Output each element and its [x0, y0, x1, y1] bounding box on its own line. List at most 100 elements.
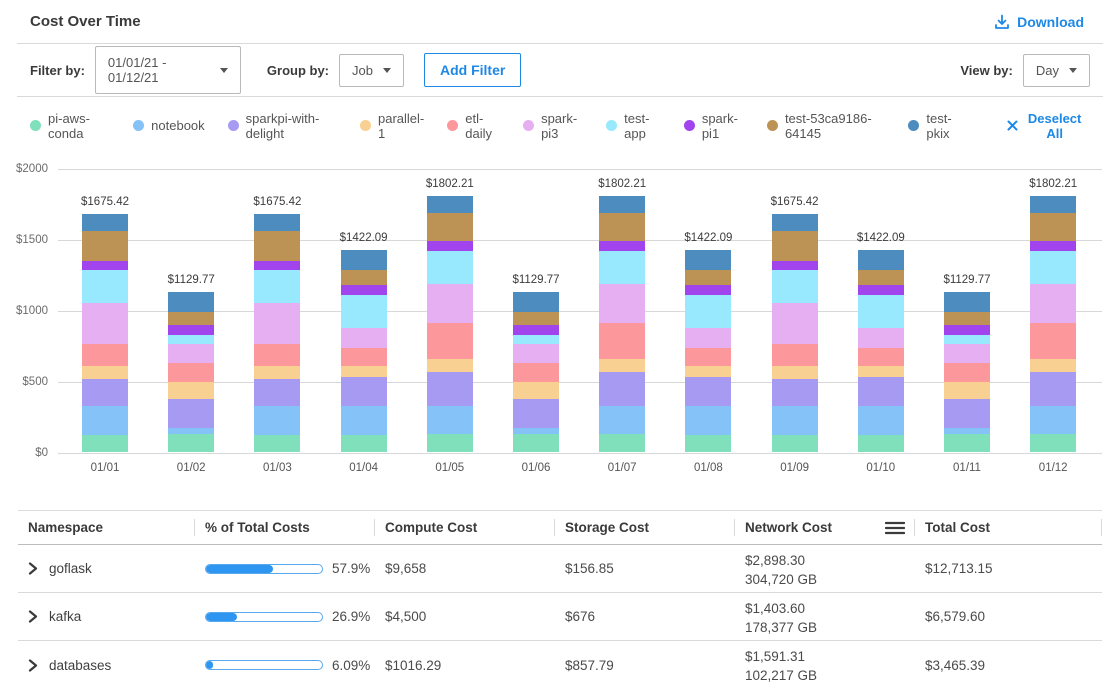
bar-segment-test-53ca9186-64145[interactable]	[426, 212, 473, 241]
bar-segment-notebook[interactable]	[857, 406, 904, 435]
view-by-dropdown[interactable]: Day	[1022, 53, 1090, 87]
bar-segment-pi-aws-conda[interactable]	[771, 434, 818, 452]
bar-segment-notebook[interactable]	[513, 428, 559, 434]
bar-segment-notebook[interactable]	[254, 405, 301, 435]
bar-segment-test-pkix[interactable]	[82, 214, 128, 231]
bar-segment-spark-pi3[interactable]	[771, 302, 818, 345]
bar-segment-parallel-1[interactable]	[944, 382, 990, 400]
bar-segment-spark-pi3[interactable]	[340, 327, 387, 349]
bar-segment-parallel-1[interactable]	[771, 366, 818, 380]
bar-segment-etl-daily[interactable]	[168, 362, 215, 383]
bar-segment-parallel-1[interactable]	[685, 365, 732, 378]
bar-segment-spark-pi1[interactable]	[1030, 240, 1077, 251]
bar-segment-spark-pi3[interactable]	[944, 343, 990, 363]
bar-segment-parallel-1[interactable]	[426, 359, 473, 372]
bar-segment-test-53ca9186-64145[interactable]	[1030, 212, 1077, 241]
bar-segment-spark-pi1[interactable]	[513, 324, 559, 335]
bar-segment-notebook[interactable]	[599, 405, 646, 435]
bar-segment-test-app[interactable]	[1030, 250, 1077, 285]
bar-segment-spark-pi3[interactable]	[168, 343, 215, 363]
bar-segment-parallel-1[interactable]	[254, 366, 301, 380]
bar-segment-pi-aws-conda[interactable]	[82, 434, 128, 452]
bar-segment-test-app[interactable]	[82, 270, 128, 303]
bar-segment-spark-pi3[interactable]	[254, 302, 301, 345]
bar-segment-sparkpi-with-delight[interactable]	[1030, 371, 1077, 406]
bar-segment-notebook[interactable]	[771, 405, 818, 435]
bar-segment-sparkpi-with-delight[interactable]	[513, 399, 559, 429]
bar-segment-sparkpi-with-delight[interactable]	[685, 377, 732, 407]
table-row-databases[interactable]: databases 6.09% $1016.29 $857.79 $1,591.31 10…	[18, 641, 1102, 689]
bar-segment-test-53ca9186-64145[interactable]	[82, 230, 128, 262]
bar-01-11[interactable]	[944, 291, 990, 452]
column-menu-icon[interactable]	[885, 521, 905, 535]
bar-segment-parallel-1[interactable]	[599, 359, 646, 372]
legend-item-spark-pi3[interactable]: spark-pi3	[523, 111, 583, 141]
group-by-dropdown[interactable]: Job	[339, 53, 404, 87]
bar-segment-pi-aws-conda[interactable]	[1030, 434, 1077, 452]
bar-segment-etl-daily[interactable]	[82, 344, 128, 367]
bar-segment-notebook[interactable]	[82, 405, 128, 435]
bar-segment-spark-pi1[interactable]	[254, 261, 301, 271]
bar-segment-etl-daily[interactable]	[857, 348, 904, 366]
bar-segment-test-53ca9186-64145[interactable]	[254, 230, 301, 262]
bar-segment-test-53ca9186-64145[interactable]	[685, 270, 732, 285]
bar-segment-sparkpi-with-delight[interactable]	[340, 377, 387, 407]
bar-segment-parallel-1[interactable]	[82, 366, 128, 380]
legend-item-pi-aws-conda[interactable]: pi-aws-conda	[30, 111, 110, 141]
bar-segment-parallel-1[interactable]	[1030, 359, 1077, 372]
bar-segment-spark-pi3[interactable]	[82, 302, 128, 345]
bar-segment-test-53ca9186-64145[interactable]	[513, 311, 559, 325]
table-row-goflask[interactable]: goflask 57.9% $9,658 $156.85 $2,898.30 304,72…	[18, 545, 1102, 593]
bar-segment-spark-pi3[interactable]	[513, 343, 559, 363]
bar-segment-sparkpi-with-delight[interactable]	[599, 371, 646, 406]
legend-item-notebook[interactable]: notebook	[133, 118, 205, 133]
bar-segment-sparkpi-with-delight[interactable]	[168, 399, 215, 429]
bar-segment-test-pkix[interactable]	[426, 196, 473, 213]
bar-segment-spark-pi1[interactable]	[944, 324, 990, 335]
bar-segment-etl-daily[interactable]	[685, 348, 732, 366]
bar-segment-etl-daily[interactable]	[254, 344, 301, 367]
legend-item-etl-daily[interactable]: etl-daily	[447, 111, 500, 141]
bar-segment-sparkpi-with-delight[interactable]	[857, 377, 904, 407]
bar-segment-parallel-1[interactable]	[513, 382, 559, 400]
bar-segment-test-app[interactable]	[513, 334, 559, 344]
bar-segment-etl-daily[interactable]	[513, 362, 559, 383]
bar-segment-spark-pi1[interactable]	[340, 284, 387, 296]
bar-segment-test-pkix[interactable]	[685, 250, 732, 271]
bar-segment-test-53ca9186-64145[interactable]	[340, 270, 387, 285]
bar-segment-parallel-1[interactable]	[857, 365, 904, 378]
bar-segment-pi-aws-conda[interactable]	[168, 433, 215, 452]
bar-segment-notebook[interactable]	[340, 406, 387, 435]
bar-segment-sparkpi-with-delight[interactable]	[426, 371, 473, 406]
bar-01-06[interactable]	[513, 291, 559, 452]
bar-segment-pi-aws-conda[interactable]	[426, 434, 473, 452]
bar-01-02[interactable]	[168, 291, 215, 452]
bar-01-04[interactable]	[340, 250, 387, 452]
bar-segment-spark-pi1[interactable]	[685, 284, 732, 296]
bar-segment-notebook[interactable]	[168, 428, 215, 434]
bar-01-03[interactable]	[254, 214, 301, 452]
bar-01-01[interactable]	[82, 214, 128, 452]
bar-segment-etl-daily[interactable]	[1030, 323, 1077, 360]
bar-segment-test-pkix[interactable]	[340, 250, 387, 271]
legend-item-test-app[interactable]: test-app	[606, 111, 661, 141]
bar-segment-spark-pi1[interactable]	[857, 284, 904, 296]
bar-segment-etl-daily[interactable]	[599, 323, 646, 360]
bar-segment-etl-daily[interactable]	[944, 362, 990, 383]
bar-segment-spark-pi1[interactable]	[82, 261, 128, 271]
bar-01-12[interactable]	[1030, 196, 1077, 452]
bar-segment-etl-daily[interactable]	[340, 348, 387, 366]
bar-segment-spark-pi1[interactable]	[426, 240, 473, 251]
bar-segment-sparkpi-with-delight[interactable]	[82, 379, 128, 406]
bar-segment-test-pkix[interactable]	[857, 250, 904, 271]
bar-segment-parallel-1[interactable]	[340, 365, 387, 378]
bar-segment-test-pkix[interactable]	[513, 291, 559, 312]
bar-segment-test-app[interactable]	[254, 270, 301, 303]
namespace-cell[interactable]: kafka	[18, 609, 195, 624]
bar-segment-test-app[interactable]	[685, 295, 732, 328]
bar-segment-spark-pi3[interactable]	[857, 327, 904, 349]
row-expand-chevron-icon[interactable]	[28, 658, 38, 672]
legend-item-test-pkix[interactable]: test-pkix	[908, 111, 964, 141]
bar-segment-test-53ca9186-64145[interactable]	[857, 270, 904, 285]
bar-segment-notebook[interactable]	[1030, 405, 1077, 435]
